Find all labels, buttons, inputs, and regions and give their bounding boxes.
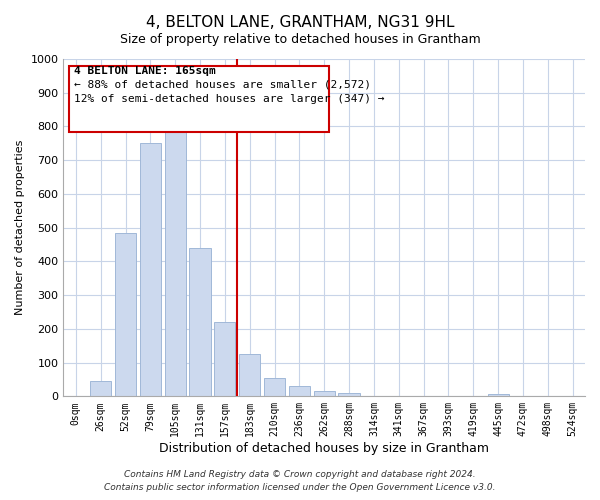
Bar <box>289 386 310 396</box>
Text: Size of property relative to detached houses in Grantham: Size of property relative to detached ho… <box>119 32 481 46</box>
Bar <box>314 392 335 396</box>
Bar <box>264 378 285 396</box>
Y-axis label: Number of detached properties: Number of detached properties <box>15 140 25 316</box>
Bar <box>338 393 359 396</box>
Text: 4, BELTON LANE, GRANTHAM, NG31 9HL: 4, BELTON LANE, GRANTHAM, NG31 9HL <box>146 15 454 30</box>
Bar <box>164 130 186 396</box>
Text: Contains HM Land Registry data © Crown copyright and database right 2024.
Contai: Contains HM Land Registry data © Crown c… <box>104 470 496 492</box>
Bar <box>488 394 509 396</box>
Text: 4 BELTON LANE: 165sqm: 4 BELTON LANE: 165sqm <box>74 66 215 76</box>
Bar <box>214 322 235 396</box>
Text: ← 88% of detached houses are smaller (2,572)
12% of semi-detached houses are lar: ← 88% of detached houses are smaller (2,… <box>74 66 385 104</box>
X-axis label: Distribution of detached houses by size in Grantham: Distribution of detached houses by size … <box>159 442 489 455</box>
Bar <box>115 232 136 396</box>
FancyBboxPatch shape <box>68 66 329 132</box>
Bar <box>190 248 211 396</box>
Bar <box>140 144 161 396</box>
Bar <box>239 354 260 397</box>
Bar <box>90 381 111 396</box>
